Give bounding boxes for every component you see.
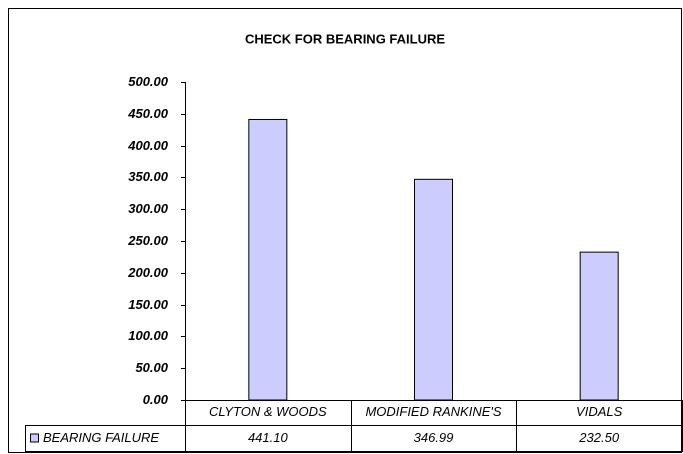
y-tick-label: 400.00 <box>127 138 169 153</box>
y-tick-label: 100.00 <box>128 328 169 343</box>
y-tick-label: 500.00 <box>128 74 169 89</box>
data-label: 232.50 <box>578 430 620 445</box>
y-tick-label: 200.00 <box>127 265 169 280</box>
bar <box>248 118 288 401</box>
y-tick-label: 350.00 <box>128 169 169 184</box>
x-tick-label: CLYTON & WOODS <box>209 404 327 419</box>
y-tick-label: 150.00 <box>128 297 169 312</box>
legend-label: BEARING FAILURE <box>43 430 159 445</box>
y-tick-label: 300.00 <box>128 201 169 216</box>
y-tick-label: 250.00 <box>127 233 169 248</box>
legend-swatch <box>30 433 39 443</box>
data-label: 346.99 <box>414 430 454 445</box>
y-tick-label: 0.00 <box>143 392 169 407</box>
bar <box>414 178 453 401</box>
y-tick-label: 450.00 <box>127 106 169 121</box>
bar <box>579 251 619 401</box>
x-tick-label: MODIFIED RANKINE'S <box>365 404 501 419</box>
chart-border <box>8 8 682 453</box>
x-tick-label: VIDALS <box>576 404 623 419</box>
data-label: 441.10 <box>248 430 289 445</box>
y-tick-label: 50.00 <box>135 360 168 375</box>
chart-title: CHECK FOR BEARING FAILURE <box>245 31 445 46</box>
